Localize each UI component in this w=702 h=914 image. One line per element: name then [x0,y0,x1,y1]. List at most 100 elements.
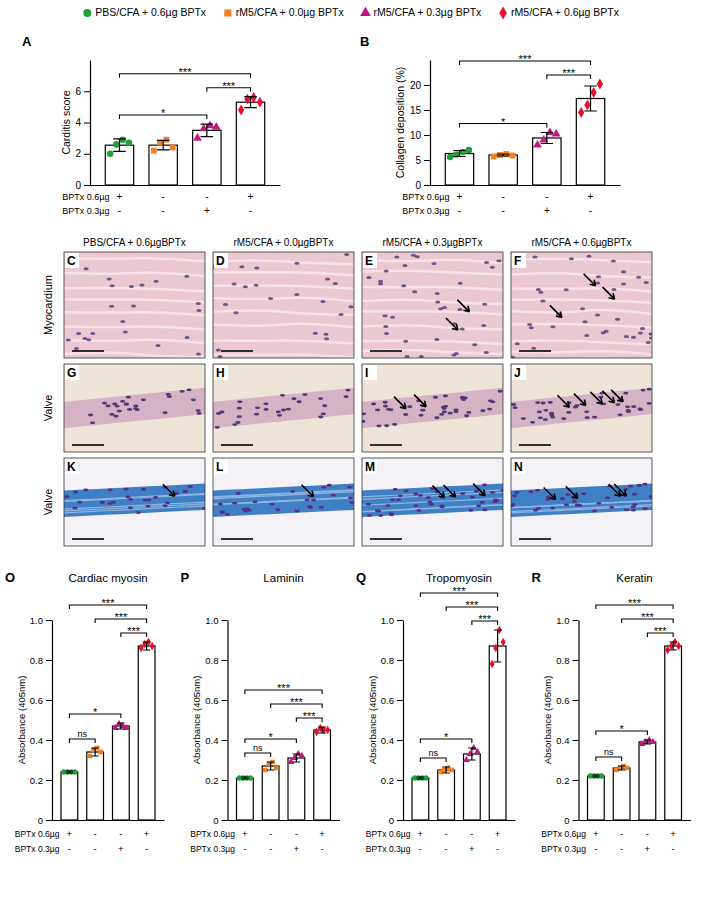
nucleus [131,305,136,308]
bar [236,102,264,185]
nucleus [543,409,548,412]
bar [665,646,682,820]
bar [262,766,279,820]
y-tick: 0.6 [556,695,578,706]
nucleus [490,266,495,269]
image-background [511,458,652,546]
treatment-mark: - [470,828,473,839]
treatment-mark: - [295,828,298,839]
y-axis: 05101520 [410,61,431,191]
nucleus [367,514,372,517]
fiber [362,287,503,290]
nucleus [403,340,408,343]
fiber [64,288,205,291]
treatment-label: BPTx 0.3µg [402,206,449,216]
nucleus [632,493,637,496]
data-point [578,107,584,118]
y-tick-mark [222,780,228,781]
nucleus [484,351,489,354]
data-point [491,154,497,160]
chart-title: Keratin [616,572,652,584]
image-frame [362,364,503,452]
significance-bracket [245,753,271,757]
y-tick-label: 0.6 [556,695,569,706]
legend-item: rM5/CFA + 0.3µg BPTx [360,6,482,18]
y-tick-label: 1.0 [556,615,569,626]
y-tick: 0.6 [205,695,227,706]
nucleus [637,484,642,487]
x-axis-line [404,820,516,821]
error-bar [592,775,599,777]
image-panel: J [511,364,652,452]
nucleus [196,409,201,412]
arrow [590,392,602,404]
nucleus [239,265,244,268]
tissue-band [362,388,503,428]
treatment-mark: - [501,191,504,202]
y-tick-mark [46,820,52,821]
nucleus [321,486,326,489]
nucleus [535,401,540,404]
y-tick-label: 0 [213,815,218,826]
nucleus [569,257,574,260]
significance-label: * [444,731,449,743]
nucleus [302,393,307,396]
significance-label: * [161,107,166,119]
bar [314,730,331,820]
nucleus [281,409,286,412]
image-background [362,252,503,358]
y-tick-mark [84,185,90,186]
nucleus [566,411,571,414]
data-point [244,94,250,105]
nucleus [403,413,408,416]
nucleus [242,508,247,511]
scale-bar [72,350,104,352]
legend-item: rM5/CFA + 0.6µg BPTx [499,6,619,20]
data-point [113,141,120,148]
treatment-mark: - [243,843,246,854]
data-point [552,129,561,137]
nucleus [117,410,122,413]
arrow [550,305,562,317]
nucleus [290,490,295,493]
nucleus [320,300,325,303]
fiber [64,326,205,329]
y-tick: 0.6 [381,695,403,706]
nucleus [344,253,349,256]
chart-title: Laminin [263,572,303,584]
plot-marks [105,92,264,185]
collagen-fiber [511,500,652,507]
significance-label: *** [277,682,291,694]
y-tick: 15 [410,105,430,116]
nucleus [280,394,285,397]
tissue-band [64,388,205,428]
arrow [394,397,406,409]
nucleus [474,490,479,493]
y-tick-mark [84,91,90,92]
nucleus [531,347,536,350]
nucleus [584,334,589,337]
nucleus [458,282,463,285]
nucleus [624,335,629,338]
nucleus [216,349,221,352]
y-tick-mark [397,620,403,621]
scale-bar [370,538,402,540]
treatment-label: BPTx 0.3µg [366,844,411,854]
y-tick: 20 [410,80,430,91]
nucleus [648,333,652,336]
nucleus [514,491,519,494]
nucleus [431,262,436,265]
image-background [64,458,205,546]
significance-label: *** [127,625,141,637]
nucleus [388,408,393,411]
y-tick: 0 [75,180,90,191]
plot-marks [61,638,155,820]
y-tick-mark [397,820,403,821]
y-tick-mark [84,123,90,124]
nucleus [254,267,259,270]
nucleus [490,400,495,403]
fiber [511,341,652,345]
nucleus [439,413,444,416]
treatment-mark: + [588,191,594,202]
nucleus [390,498,395,501]
